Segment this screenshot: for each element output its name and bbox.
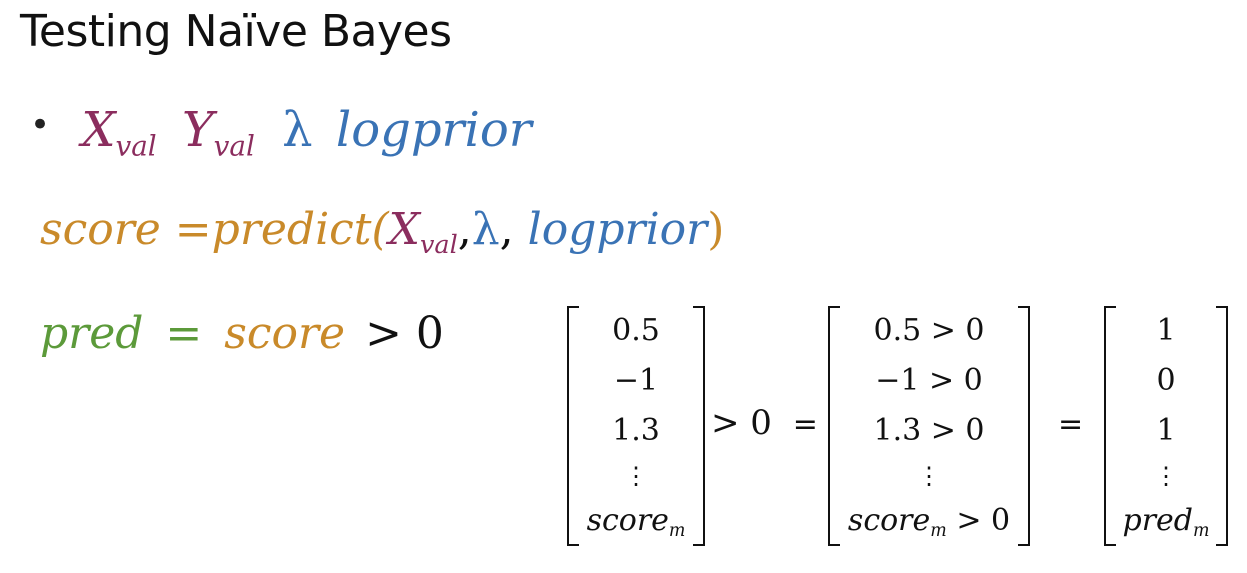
vertical-ellipsis: ⋮ (917, 461, 941, 490)
matrix-cell: 1 (1156, 413, 1176, 449)
matrix-cell-last: scorem (586, 502, 686, 539)
operator-gt-eq: > 0 = (711, 406, 818, 440)
pred-equation: pred = score > 0 (40, 312, 444, 356)
bullet-icon: • (30, 105, 51, 145)
right-bracket (693, 306, 705, 546)
comparison-vector: 0.5 > 0 −1 > 0 1.3 > 0 ⋮ scorem > 0 (828, 306, 1030, 546)
score-text: score (847, 502, 931, 538)
lambda-symbol: λ (282, 102, 313, 158)
score-term: score (224, 308, 346, 359)
m-subscript: m (668, 520, 686, 541)
x-subscript: val (419, 229, 458, 260)
equals-sign: = (792, 407, 818, 442)
operator-eq: = (1058, 406, 1083, 440)
right-bracket (1018, 306, 1030, 546)
y-symbol: Y (181, 102, 214, 158)
score-equation: score =predict(Xval,λ, logprior) (40, 208, 724, 258)
equals-sign: = (165, 308, 203, 359)
matrix-cell-last: predm (1122, 502, 1209, 539)
greater-than-zero: > 0 (946, 502, 1011, 538)
x-val-arg: Xval (388, 204, 458, 258)
greater-than-zero: > 0 (711, 403, 772, 443)
comma: , (457, 204, 472, 255)
lambda-arg: λ (471, 204, 500, 255)
left-bracket (1104, 306, 1116, 546)
logprior-arg: logprior (527, 204, 708, 255)
matrix-cell: 0 (1156, 363, 1176, 399)
inputs-line: • Xval Yval λ logprior (30, 105, 532, 160)
slide-title: Testing Naïve Bayes (20, 6, 452, 57)
y-subscript: val (213, 129, 255, 163)
m-subscript: m (930, 520, 947, 541)
matrix-cell: −1 (613, 363, 659, 399)
logprior-symbol: logprior (335, 102, 532, 158)
x-subscript: val (115, 129, 157, 163)
x-val-symbol: Xval (81, 102, 156, 160)
m-subscript: m (1193, 520, 1210, 541)
pred-text: pred (1122, 502, 1193, 538)
left-bracket (828, 306, 840, 546)
matrix-cell: 1.3 > 0 (873, 413, 985, 449)
score-term: score (40, 204, 161, 255)
score-vector: 0.5 −1 1.3 ⋮ scorem (567, 306, 705, 546)
prediction-vector: 1 0 1 ⋮ predm (1104, 306, 1228, 546)
right-bracket (1216, 306, 1228, 546)
x-symbol: X (81, 102, 116, 158)
matrix-cell: 0.5 > 0 (873, 313, 985, 349)
left-bracket (567, 306, 579, 546)
equals-sign: = (174, 204, 212, 255)
vertical-ellipsis: ⋮ (1154, 461, 1178, 490)
matrix-cell: 1 (1156, 313, 1176, 349)
comma: , (499, 204, 514, 255)
close-paren: ) (707, 204, 725, 255)
greater-than-zero: > 0 (365, 308, 444, 359)
y-val-symbol: Yval (181, 102, 255, 160)
matrix-cell: 0.5 (612, 313, 660, 349)
equals-sign: = (1058, 407, 1084, 442)
vertical-ellipsis: ⋮ (624, 461, 648, 490)
x-symbol: X (388, 204, 420, 255)
matrix-cell: 1.3 (612, 413, 660, 449)
matrix-cell: −1 > 0 (875, 363, 983, 399)
matrix-cell-last: scorem > 0 (847, 502, 1011, 539)
predict-function: predict( (211, 204, 389, 255)
score-text: score (586, 502, 669, 538)
pred-term: pred (40, 308, 144, 359)
